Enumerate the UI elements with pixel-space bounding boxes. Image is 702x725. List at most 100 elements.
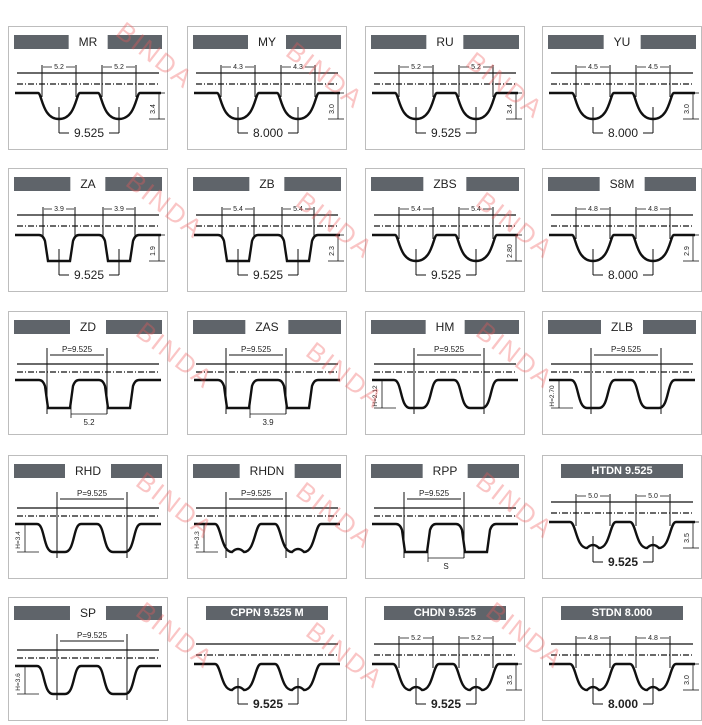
profile-diagram: P=9.525 3.9 xyxy=(194,345,340,427)
profile-card-rpp: RPP P=9.525 S xyxy=(365,455,525,579)
profile-card-htdn-9-525: HTDN 9.525 5.0 5.0 3.5 9.525 xyxy=(542,455,702,579)
height-label: H=3.3 xyxy=(194,531,201,549)
profile-title: SP xyxy=(69,606,107,620)
label-bg xyxy=(409,62,423,71)
pitch-label: P=9.525 xyxy=(77,489,108,498)
tooth-height-label: 2.3 xyxy=(329,246,336,256)
pitch-label: P=9.525 xyxy=(611,345,642,354)
label-bg xyxy=(646,633,660,642)
tooth-width-label: 4.5 xyxy=(648,64,658,71)
title-bar: HM xyxy=(371,320,519,334)
title-bar: ZLB xyxy=(548,320,696,334)
tooth-width-label: 3.9 xyxy=(54,206,64,213)
tooth-width-label: 5.2 xyxy=(411,635,421,642)
pitch-label: 9.525 xyxy=(431,268,461,282)
profile-diagram: 4.5 4.5 3.0 8.000 xyxy=(549,62,699,140)
tooth-height-label: 2.80 xyxy=(507,244,514,258)
profile-diagram: P=9.525 H=3.3 xyxy=(194,489,340,558)
profile-diagram: 9.525 xyxy=(194,643,340,711)
tooth-width-label: 5.4 xyxy=(471,206,481,213)
pitch-label: 9.525 xyxy=(253,268,283,282)
tooth-width-label: 5.2 xyxy=(114,64,124,71)
profile-title: ZD xyxy=(70,320,106,334)
pitch-label: P=9.525 xyxy=(434,345,465,354)
profile-card-hm: HM P=9.525 H=2.12 xyxy=(365,311,525,435)
title-bar: RHD xyxy=(14,464,162,478)
height-label: H=3.6 xyxy=(15,673,22,691)
bottom-dimension-label: 5.2 xyxy=(83,418,95,427)
tooth-height-label: 1.9 xyxy=(150,246,157,256)
profile-title: HM xyxy=(425,320,465,334)
label-bg xyxy=(646,491,660,500)
profile-diagram: 5.2 5.2 3.5 9.525 xyxy=(372,633,522,711)
tooth-width-label: 4.8 xyxy=(588,206,598,213)
tooth-width-label: 5.4 xyxy=(233,206,243,213)
belt-tooth-profile xyxy=(372,378,518,410)
profile-card-my: MY 4.3 4.3 3.0 8.000 xyxy=(187,26,347,150)
belt-tooth-profile xyxy=(372,91,518,121)
pitch-label: 8.000 xyxy=(253,126,283,140)
profile-diagram: 3.9 3.9 1.9 9.525 xyxy=(15,204,165,282)
profile-card-s8m: S8M 4.8 4.8 2.9 8.000 xyxy=(542,168,702,292)
tooth-width-label: 5.4 xyxy=(293,206,303,213)
profile-title: ZLB xyxy=(600,320,644,334)
tooth-width-label: 4.8 xyxy=(648,635,658,642)
title-bar: S8M xyxy=(548,177,696,191)
profile-card-stdn-8-000: STDN 8.000 4.8 4.8 3.0 8.000 xyxy=(542,597,702,721)
belt-tooth-profile xyxy=(194,522,340,554)
profile-title: CHDN 9.525 xyxy=(413,607,477,619)
height-label: H=2.70 xyxy=(549,385,556,407)
label-bg xyxy=(291,204,305,213)
tooth-width-label: 4.5 xyxy=(588,64,598,71)
profile-card-rhd: RHD P=9.525 H=3.4 xyxy=(8,455,168,579)
title-bar: ZA xyxy=(14,177,162,191)
belt-tooth-profile xyxy=(194,662,340,692)
label-bg xyxy=(231,204,245,213)
belt-tooth-profile xyxy=(549,378,695,410)
profile-diagram: 5.4 5.4 2.80 9.525 xyxy=(372,204,522,282)
profile-title: S8M xyxy=(599,177,645,191)
title-bar: CPPN 9.525 M xyxy=(206,606,328,620)
belt-tooth-profile xyxy=(194,378,340,410)
profile-diagram: P=9.525 S xyxy=(372,489,518,571)
label-bg xyxy=(231,62,245,71)
label-bg xyxy=(52,62,66,71)
belt-tooth-profile xyxy=(15,378,161,410)
tooth-height-label: 3.0 xyxy=(329,104,336,114)
label-bg xyxy=(112,204,126,213)
belt-tooth-profile xyxy=(549,91,695,121)
title-bar: ZB xyxy=(193,177,341,191)
profile-card-mr: MR 5.2 5.2 3.4 9.525 xyxy=(8,26,168,150)
tooth-width-label: 5.0 xyxy=(648,493,658,500)
label-bg xyxy=(52,204,66,213)
belt-tooth-profile xyxy=(549,662,695,692)
pitch-label: P=9.525 xyxy=(419,489,450,498)
label-bg xyxy=(409,633,423,642)
tooth-width-label: 5.0 xyxy=(588,493,598,500)
profile-card-zlb: ZLB P=9.525 H=2.70 xyxy=(542,311,702,435)
profile-diagram: P=9.525 H=3.6 xyxy=(15,631,161,700)
title-bar: CHDN 9.525 xyxy=(384,606,506,620)
label-bg xyxy=(469,62,483,71)
belt-tooth-profile xyxy=(372,662,518,692)
profile-card-ru: RU 5.2 5.2 3.4 9.525 xyxy=(365,26,525,150)
belt-tooth-profile xyxy=(194,91,340,121)
pitch-label: P=9.525 xyxy=(241,489,272,498)
tooth-width-label: 4.8 xyxy=(648,206,658,213)
pitch-label: 8.000 xyxy=(608,697,638,711)
profile-title: YU xyxy=(603,35,641,49)
tooth-width-label: 5.2 xyxy=(471,64,481,71)
pitch-label: 9.525 xyxy=(74,126,104,140)
profile-diagram: 4.3 4.3 3.0 8.000 xyxy=(194,62,344,140)
belt-tooth-profile xyxy=(549,520,695,550)
title-bar: SP xyxy=(14,606,162,620)
pitch-label: 8.000 xyxy=(608,126,638,140)
belt-tooth-profile xyxy=(372,233,518,263)
height-label: H=3.4 xyxy=(15,531,22,549)
label-bg xyxy=(646,62,660,71)
tooth-height-label: 3.0 xyxy=(684,104,691,114)
label-bg xyxy=(586,633,600,642)
profile-diagram: P=9.525 5.2 xyxy=(15,345,161,427)
tooth-width-label: 4.8 xyxy=(588,635,598,642)
